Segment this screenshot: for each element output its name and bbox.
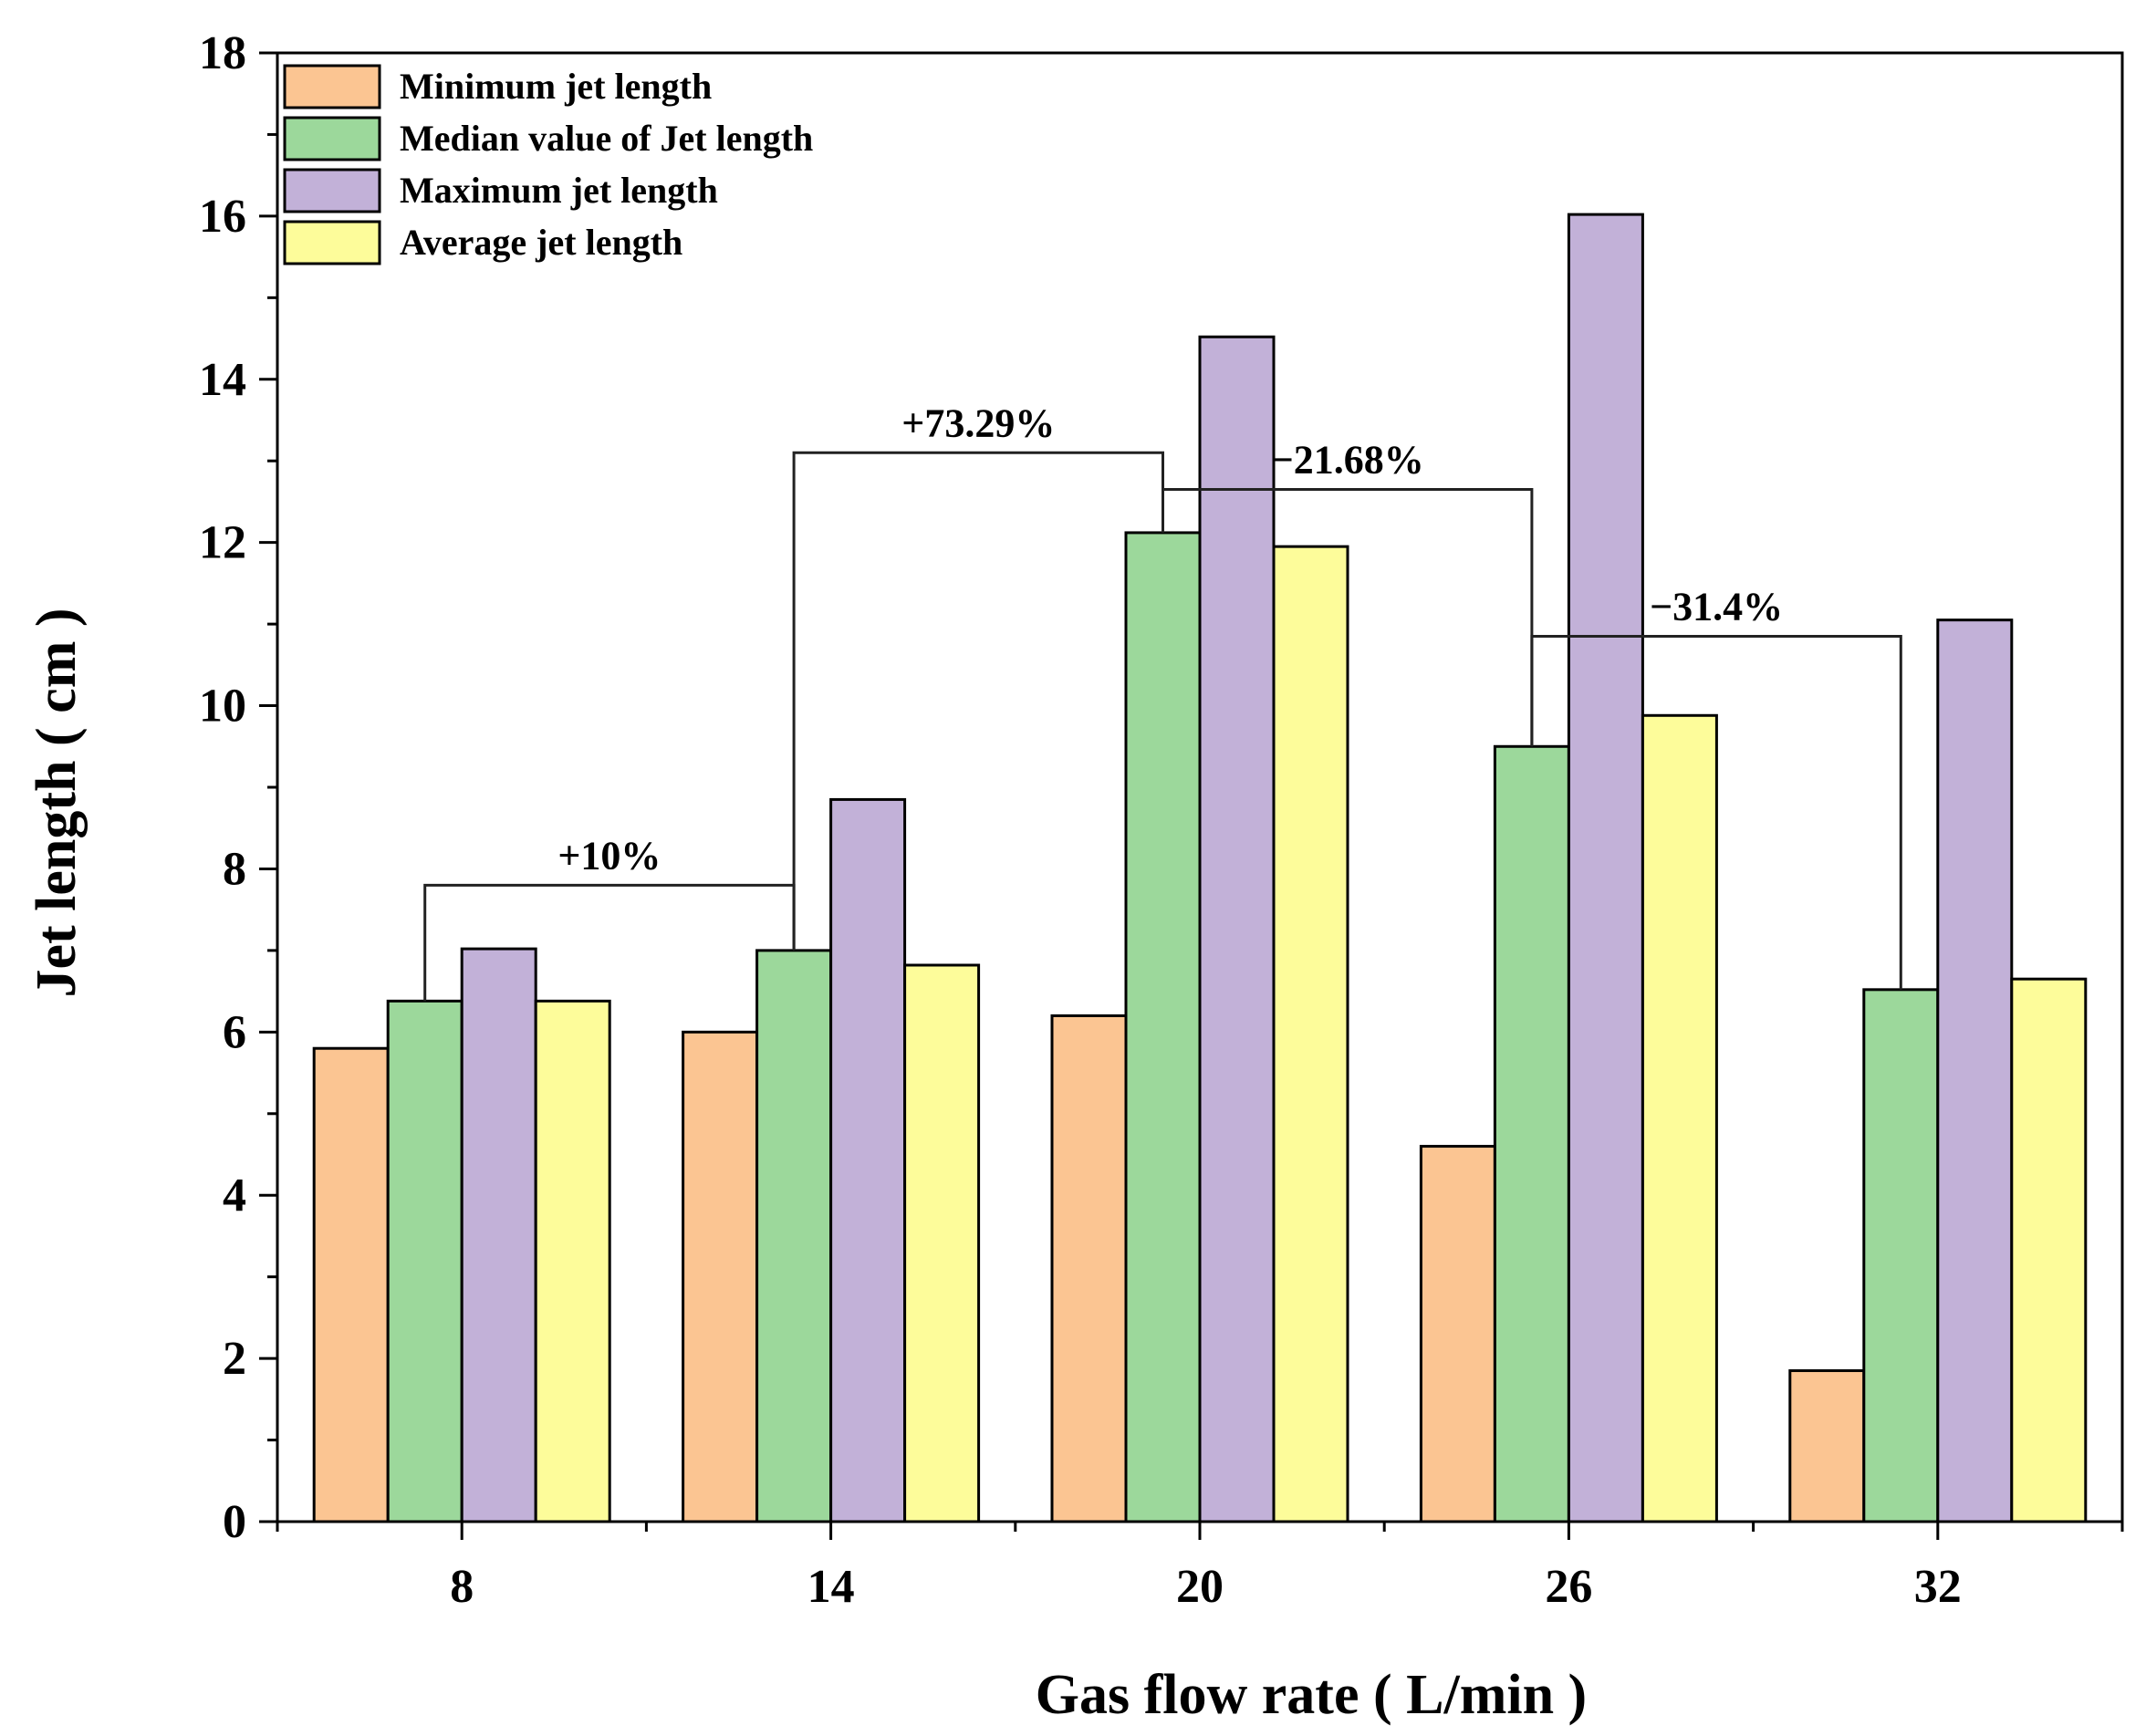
annotation-label-3: −21.68% [1271,438,1424,483]
x-tick-label: 14 [807,1561,855,1613]
annotation-label-4: −31.4% [1650,585,1783,629]
bar-median-value-of-jet-length-8 [386,999,464,1523]
bar-minimum-jet-length-26 [1419,1145,1496,1523]
bar-maximum-jet-length-26 [1567,213,1644,1523]
bar-maximum-jet-length-8 [460,947,537,1523]
bar-maximum-jet-length-14 [829,797,907,1523]
annotation-label-1: +10% [557,833,661,878]
y-tick-label: 8 [223,843,246,895]
bar-average-jet-length-20 [1272,545,1349,1523]
y-tick-label: 2 [223,1333,246,1385]
bar-median-value-of-jet-length-14 [755,949,833,1523]
annotation-bracket-3 [1162,488,1534,747]
y-tick-label: 10 [199,681,246,733]
y-tick-label: 4 [223,1169,246,1221]
legend-label: Average jet length [400,222,682,263]
legend-label: Maximum jet length [400,170,718,211]
y-tick-label: 6 [223,1006,246,1058]
bar-median-value-of-jet-length-32 [1862,988,1940,1523]
x-axis-title: Gas flow rate ( L/min ) [1036,1664,1587,1726]
bar-minimum-jet-length-32 [1788,1369,1866,1523]
x-tick-label: 20 [1176,1561,1224,1613]
bar-minimum-jet-length-20 [1050,1014,1128,1523]
bar-maximum-jet-length-32 [1936,619,2014,1523]
bar-average-jet-length-14 [903,963,981,1523]
bar-average-jet-length-26 [1641,713,1718,1523]
y-axis-title: Jet length ( cm ) [26,608,88,998]
annotation-label-2: +73.29% [901,400,1055,445]
y-tick-label: 14 [199,354,246,406]
bar-maximum-jet-length-20 [1198,335,1276,1523]
bar-minimum-jet-length-8 [312,1046,390,1523]
bar-median-value-of-jet-length-20 [1124,531,1202,1523]
bars-layer [312,213,2088,1523]
legend-swatch [283,64,381,109]
x-tick-label: 26 [1545,1561,1592,1613]
x-tick-label: 32 [1914,1561,1962,1613]
bar-median-value-of-jet-length-26 [1493,744,1570,1523]
legend-swatch [283,116,381,161]
annotations-layer: +10% +73.29% −21.68% −31.4% [423,400,1902,1002]
legend-swatch [283,168,381,213]
bar-minimum-jet-length-14 [682,1030,759,1523]
bar-average-jet-length-32 [2010,977,2088,1523]
legend-label: Median value of Jet length [400,118,813,159]
legend-label: Minimum jet length [400,66,712,107]
axes-layer: 0 2 4 6 8 10 12 14 16 18 8 14 20 26 32 [199,27,2124,1613]
y-tick-label: 18 [199,27,246,79]
annotation-bracket-4 [1530,635,1902,990]
x-tick-label: 8 [450,1561,474,1613]
y-tick-label: 12 [199,517,246,569]
y-tick-label: 0 [223,1496,246,1548]
y-tick-label: 16 [199,191,246,243]
bar-average-jet-length-8 [534,999,611,1523]
legend-swatch [283,220,381,265]
legend: Minimum jet length Median value of Jet le… [281,58,847,274]
